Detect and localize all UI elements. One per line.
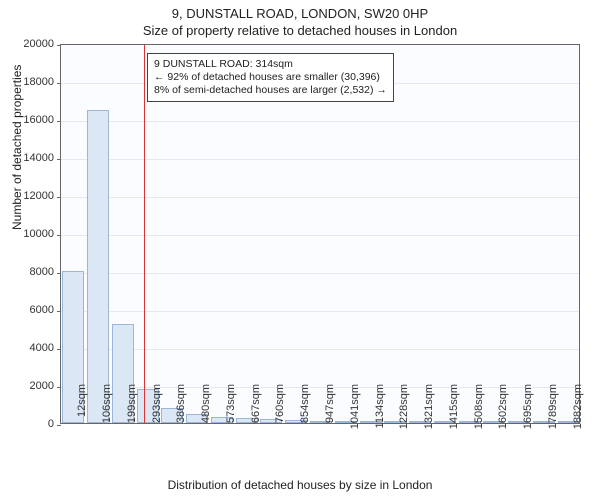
gridline [61, 197, 579, 198]
x-tick-label: 760sqm [274, 384, 286, 423]
x-tick-label: 293sqm [151, 384, 163, 423]
marker-line [144, 45, 145, 423]
y-tick-mark [57, 235, 61, 236]
x-tick-label: 1789sqm [547, 384, 559, 429]
x-tick-label: 12sqm [76, 384, 88, 417]
y-tick-mark [57, 45, 61, 46]
annotation-line: ← 92% of detached houses are smaller (30… [154, 71, 387, 84]
gridline [61, 273, 579, 274]
y-tick-label: 18000 [6, 76, 54, 88]
y-axis-label: Number of detached properties [10, 65, 24, 230]
y-tick-label: 8000 [6, 266, 54, 278]
x-tick-label: 573sqm [225, 384, 237, 423]
gridline [61, 121, 579, 122]
y-tick-label: 20000 [6, 38, 54, 50]
annotation-line: 8% of semi-detached houses are larger (2… [154, 84, 387, 97]
title-line-2: Size of property relative to detached ho… [0, 23, 600, 40]
y-tick-label: 6000 [6, 304, 54, 316]
x-tick-label: 1508sqm [473, 384, 485, 429]
gridline [61, 349, 579, 350]
y-tick-mark [57, 83, 61, 84]
y-tick-label: 0 [6, 418, 54, 430]
y-tick-label: 10000 [6, 228, 54, 240]
y-tick-label: 4000 [6, 342, 54, 354]
x-tick-label: 199sqm [126, 384, 138, 423]
x-tick-label: 1134sqm [374, 384, 386, 428]
x-tick-label: 667sqm [250, 384, 262, 423]
x-tick-label: 386sqm [175, 384, 187, 423]
histogram-bar [87, 110, 109, 424]
title-line-1: 9, DUNSTALL ROAD, LONDON, SW20 0HP [0, 6, 600, 23]
x-tick-label: 480sqm [200, 384, 212, 423]
x-tick-label: 1695sqm [522, 384, 534, 429]
x-tick-label: 1228sqm [398, 384, 410, 429]
gridline [61, 311, 579, 312]
y-tick-mark [57, 387, 61, 388]
annotation-line: 9 DUNSTALL ROAD: 314sqm [154, 58, 387, 71]
y-tick-mark [57, 349, 61, 350]
gridline [61, 235, 579, 236]
x-axis-label: Distribution of detached houses by size … [0, 478, 600, 492]
y-tick-mark [57, 311, 61, 312]
y-tick-label: 12000 [6, 190, 54, 202]
y-tick-mark [57, 425, 61, 426]
x-tick-label: 1041sqm [349, 384, 361, 429]
y-tick-label: 16000 [6, 114, 54, 126]
annotation-box: 9 DUNSTALL ROAD: 314sqm← 92% of detached… [147, 53, 394, 102]
x-tick-label: 1882sqm [572, 384, 584, 429]
x-tick-label: 854sqm [299, 384, 311, 423]
x-tick-label: 1321sqm [423, 384, 435, 429]
y-tick-label: 14000 [6, 152, 54, 164]
chart-area: 9 DUNSTALL ROAD: 314sqm← 92% of detached… [60, 44, 580, 424]
y-tick-mark [57, 121, 61, 122]
x-tick-label: 1602sqm [497, 384, 509, 429]
y-tick-label: 2000 [6, 380, 54, 392]
gridline [61, 159, 579, 160]
x-tick-label: 947sqm [324, 384, 336, 423]
x-tick-label: 106sqm [101, 384, 113, 423]
x-tick-label: 1415sqm [448, 384, 460, 429]
y-tick-mark [57, 197, 61, 198]
plot-area: 9 DUNSTALL ROAD: 314sqm← 92% of detached… [60, 44, 580, 424]
y-tick-mark [57, 159, 61, 160]
y-tick-mark [57, 273, 61, 274]
